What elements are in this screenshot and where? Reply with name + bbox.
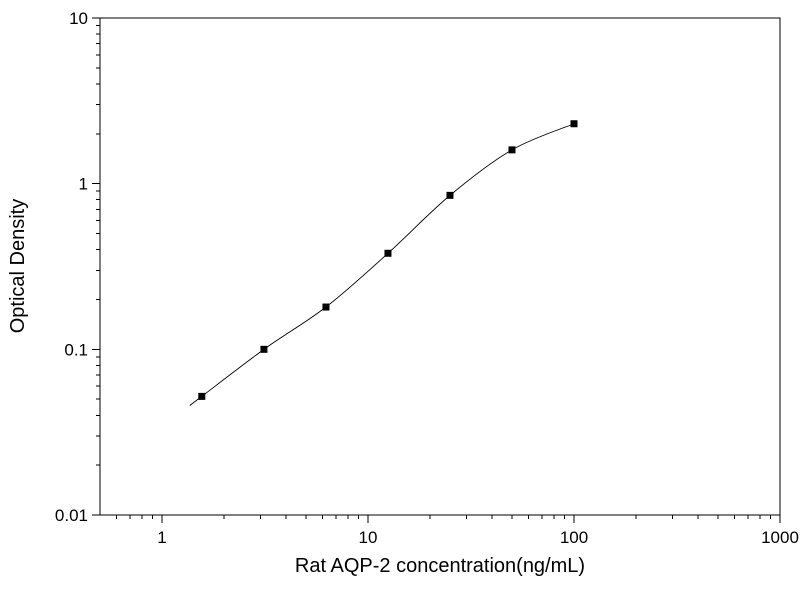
data-point-marker [446, 191, 454, 199]
data-point-marker [384, 249, 392, 257]
y-tick-label: 0.01 [55, 506, 88, 525]
plot-frame [99, 17, 781, 516]
data-point-marker [322, 303, 330, 311]
x-tick-label: 10 [359, 528, 378, 547]
data-point-marker [260, 345, 268, 353]
y-tick-label: 10 [69, 9, 88, 28]
x-axis-title: Rat AQP-2 concentration(ng/mL) [295, 555, 585, 577]
chart-layers: 1 10 100 1000 0.01 0.1 1 10 [55, 9, 799, 547]
x-tick-label: 1 [157, 528, 166, 547]
tick-labels: 1 10 100 1000 0.01 0.1 1 10 [55, 9, 799, 547]
data-point-markers [198, 120, 578, 400]
data-point-marker [570, 120, 578, 128]
x-tick-label: 100 [560, 528, 588, 547]
standard-curve-line [189, 123, 575, 406]
axis-ticks [92, 17, 781, 523]
y-tick-label: 0.1 [64, 340, 88, 359]
data-point-marker [198, 392, 206, 400]
y-axis-title: Optical Density [7, 199, 29, 334]
x-tick-label: 1000 [761, 528, 799, 547]
y-tick-label: 1 [79, 175, 88, 194]
data-point-marker [508, 146, 516, 154]
